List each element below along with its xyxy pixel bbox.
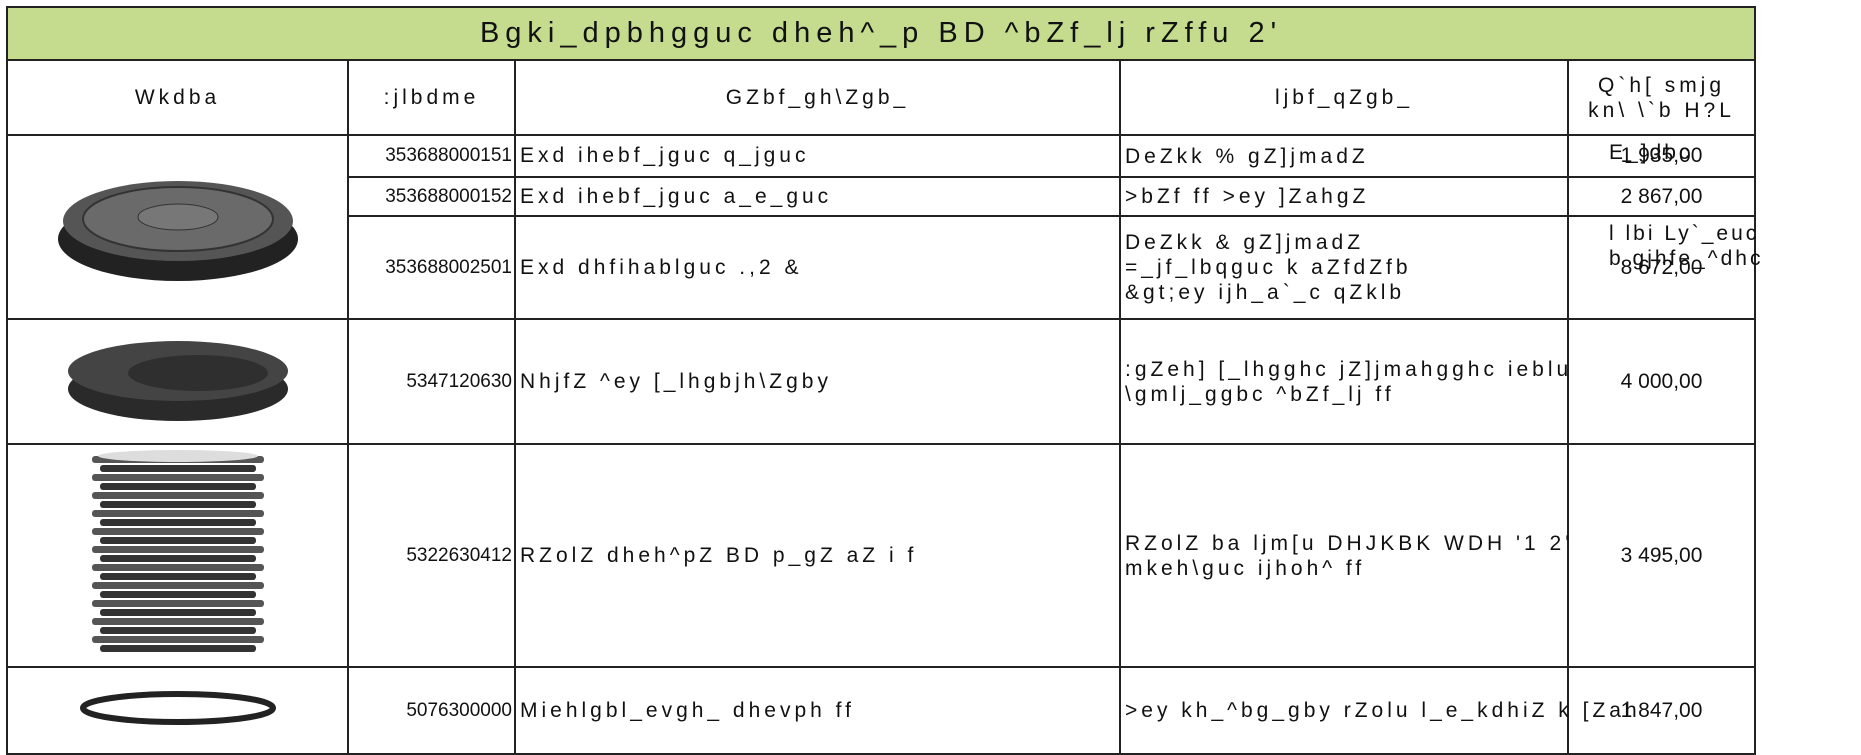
product-name: Miehlgbl_evgh_ dhevph ff	[514, 666, 1121, 755]
text-line: \gmlj_ggbc ^bZf_lj ff	[1125, 382, 1395, 406]
table-wrap: Bgki_dpbhgguc dheh^_p BD ^bZf_lj rZffu 2…	[5, 6, 1760, 755]
text-line: &gt;ey ijh_a`_c qZklb	[1125, 281, 1406, 304]
article-code: 353688000152	[347, 176, 516, 217]
product-note: :gZeh] [_lhgghc jZ]jmahgghc ieblu \gmlj_g…	[1119, 318, 1573, 445]
column-header: :jlbdme	[347, 59, 516, 136]
overflow-note: l lbi Ly`_euc b gjhfe_^dhc	[1609, 221, 1763, 271]
product-note: DeZkk & gZ]jmadZ =_jf_lbqguc k aZfdZfb &gt…	[1119, 215, 1569, 320]
price: 3 495,00	[1566, 443, 1757, 668]
text-line: :gZeh] [_lhgghc jZ]jmahgghc ieblu	[1125, 357, 1573, 381]
product-image	[6, 443, 349, 668]
price: 4 000,00	[1566, 318, 1757, 445]
price: 8 672,00 l lbi Ly`_euc b gjhfe_^dhc	[1566, 215, 1760, 320]
text-line: l lbi Ly`_euc	[1609, 222, 1760, 245]
product-note: >ey kh_^bg_gby rZolu l_e_kdhiZ k [Zah	[1119, 666, 1641, 755]
product-name: RZolZ dheh^pZ BD p_gZ aZ i f	[514, 443, 1121, 668]
price: 2 867,00	[1566, 176, 1757, 217]
product-picture	[57, 181, 298, 281]
table-row: 5322630412 RZolZ dheh^pZ BD p_gZ aZ i f RZ…	[6, 443, 1757, 668]
product-note: >bZf ff >ey ]ZahgZ	[1119, 176, 1569, 217]
product-picture	[79, 690, 276, 725]
article-code: 5076300000	[347, 666, 516, 755]
table-row: 5347120630 NhjfZ ^ey [_lhgbjh\Zgby:gZeh] …	[6, 318, 1757, 445]
column-header: Wkdba	[6, 59, 349, 136]
text-line: kn\ \`b H?L	[1588, 98, 1735, 122]
column-header: ljbf_qZgb_	[1119, 59, 1569, 136]
text-line: =_jf_lbqguc k aZfdZfb	[1125, 256, 1412, 279]
product-name: NhjfZ ^ey [_lhgbjh\Zgby	[514, 318, 1121, 445]
table-row: 5076300000 Miehlgbl_evgh_ dhevph ff >ey kh…	[6, 666, 1757, 755]
text-line: DeZkk & gZ]jmadZ	[1125, 231, 1365, 254]
text-line: >ey kh_^bg_gby rZolu l_e_kdhiZ k [Zah	[1125, 699, 1641, 722]
text-line: >bZf ff >ey ]ZahgZ	[1125, 185, 1370, 208]
product-image	[6, 318, 349, 445]
article-code: 353688002501	[347, 215, 516, 320]
product-note: DeZkk % gZ]jmadZ	[1119, 134, 1569, 178]
text-line: DeZkk % gZ]jmadZ	[1125, 144, 1369, 168]
overflow-note: E_]dbc	[1609, 140, 1692, 165]
price-table: Bgki_dpbhgguc dheh^_p BD ^bZf_lj rZffu 2…	[5, 6, 1760, 755]
header-row: Wkdba:jlbdme GZbf_gh\Zgb_ ljbf_qZgb_ Q`h[ s…	[6, 59, 1757, 136]
table-row: 353688000151 Exd ihebf_jguc q_jguc DeZkk %…	[6, 134, 1757, 320]
product-image	[6, 134, 349, 320]
article-code: 353688000151	[347, 134, 516, 178]
product-name: Exd ihebf_jguc a_e_guc	[514, 176, 1121, 217]
product-picture	[91, 449, 264, 652]
product-note: RZolZ ba ljm[u DHJKBK WDH '1 2' mkeh\guc …	[1119, 443, 1574, 668]
column-header: GZbf_gh\Zgb_	[514, 59, 1121, 136]
product-name: Exd dhfihablguc .,2 &	[514, 215, 1121, 320]
price: 1 847,00	[1566, 666, 1757, 755]
article-code: 5347120630	[347, 318, 516, 445]
price: 1 935,00 E_]dbc	[1566, 134, 1757, 178]
text-line: Q`h[ smjg	[1598, 73, 1726, 97]
table-title: Bgki_dpbhgguc dheh^_p BD ^bZf_lj rZffu 2…	[5, 6, 1757, 61]
product-image	[6, 666, 349, 755]
table-row: 353688000152 Exd ihebf_jguc a_e_guc >bZf f…	[7, 176, 1757, 217]
text-line: b gjhfe_^dhc	[1609, 247, 1764, 270]
column-header: Q`h[ smjg kn\ \`b H?L	[1566, 59, 1757, 136]
text-line: RZolZ ba ljm[u DHJKBK WDH '1 2'	[1125, 531, 1574, 555]
product-picture	[67, 340, 288, 421]
table-row: 353688002501 Exd dhfihablguc .,2 & DeZkk &…	[7, 215, 1760, 320]
product-name: Exd ihebf_jguc q_jguc	[514, 134, 1121, 178]
text-line: E_]dbc	[1609, 141, 1693, 164]
text-line: mkeh\guc ijhoh^ ff	[1125, 556, 1366, 580]
article-code: 5322630412	[347, 443, 516, 668]
